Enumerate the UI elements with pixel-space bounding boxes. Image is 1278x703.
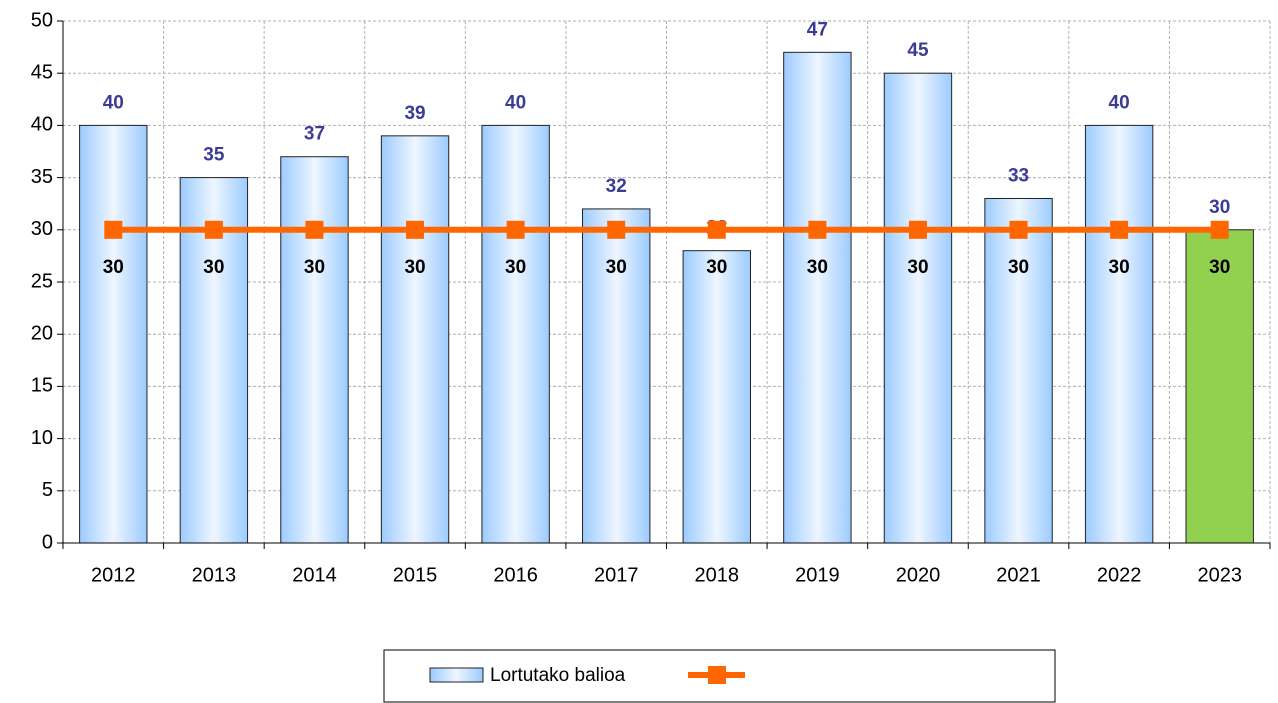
x-tick-label: 2016: [493, 564, 538, 586]
x-tick-label: 2022: [1097, 564, 1142, 586]
bar-value-label: 40: [1109, 92, 1130, 113]
bar: [783, 51, 852, 544]
legend-swatch: [429, 667, 484, 683]
line-value-label: 30: [907, 257, 928, 278]
line-marker: [204, 220, 223, 239]
bar: [1084, 124, 1154, 544]
y-tick-label: 35: [31, 166, 53, 188]
y-tick-label: 50: [31, 9, 53, 31]
x-tick-label: 2012: [91, 564, 136, 586]
bar-value-label: 45: [907, 40, 929, 61]
line-value-label: 30: [203, 257, 224, 278]
line-value-label: 30: [706, 257, 727, 278]
x-tick-label: 2023: [1197, 564, 1242, 586]
bar-value-label: 37: [304, 124, 325, 145]
bar-value-label: 33: [1008, 165, 1029, 186]
line-marker: [808, 220, 827, 239]
bar: [582, 208, 651, 544]
x-tick-label: 2021: [996, 564, 1041, 586]
line-marker: [707, 220, 726, 239]
line-value-label: 30: [404, 257, 425, 278]
y-tick-label: 10: [31, 427, 53, 449]
y-tick-label: 0: [42, 531, 53, 553]
bar-value-label: 32: [606, 176, 627, 197]
line-marker: [1009, 220, 1028, 239]
bar-value-label: 47: [807, 19, 828, 40]
x-tick-label: 2018: [695, 564, 740, 586]
y-tick-label: 30: [31, 218, 53, 240]
bar: [481, 124, 550, 544]
line-value-label: 30: [606, 257, 627, 278]
bar: [280, 156, 349, 544]
x-tick-label: 2015: [393, 564, 438, 586]
x-tick-label: 2013: [192, 564, 237, 586]
bar: [1185, 229, 1254, 544]
bar: [79, 124, 148, 544]
y-tick-label: 15: [31, 375, 53, 397]
y-tick-label: 40: [31, 114, 53, 136]
line-marker: [607, 220, 626, 239]
y-tick-label: 5: [42, 479, 53, 501]
x-tick-label: 2020: [896, 564, 941, 586]
line-marker: [1210, 220, 1229, 239]
line-marker: [305, 220, 324, 239]
bar: [984, 197, 1053, 544]
x-tick-label: 2014: [292, 564, 337, 586]
bar-value-label: 40: [103, 92, 124, 113]
line-marker: [908, 220, 927, 239]
bar-value-label: 40: [505, 92, 526, 113]
line-marker: [506, 220, 525, 239]
legend-marker: [708, 666, 726, 684]
y-tick-label: 25: [31, 270, 53, 292]
bar: [682, 250, 751, 544]
line-value-label: 30: [304, 257, 325, 278]
legend-label: Lortutako balioa: [490, 665, 626, 686]
y-tick-label: 45: [31, 61, 53, 83]
y-tick-label: 20: [31, 322, 53, 344]
line-value-label: 30: [103, 257, 124, 278]
bar: [380, 135, 450, 544]
bar: [883, 72, 953, 544]
bar-value-label: 30: [1209, 197, 1230, 218]
line-marker: [104, 220, 123, 239]
bar-value-label: 35: [203, 145, 225, 166]
x-tick-label: 2017: [594, 564, 639, 586]
line-marker: [406, 220, 425, 239]
line-marker: [1110, 220, 1129, 239]
line-value-label: 30: [505, 257, 526, 278]
line-value-label: 30: [807, 257, 828, 278]
line-value-label: 30: [1209, 257, 1230, 278]
x-tick-label: 2019: [795, 564, 840, 586]
line-value-label: 30: [1008, 257, 1029, 278]
bar-value-label: 39: [404, 103, 425, 124]
line-value-label: 30: [1109, 257, 1130, 278]
